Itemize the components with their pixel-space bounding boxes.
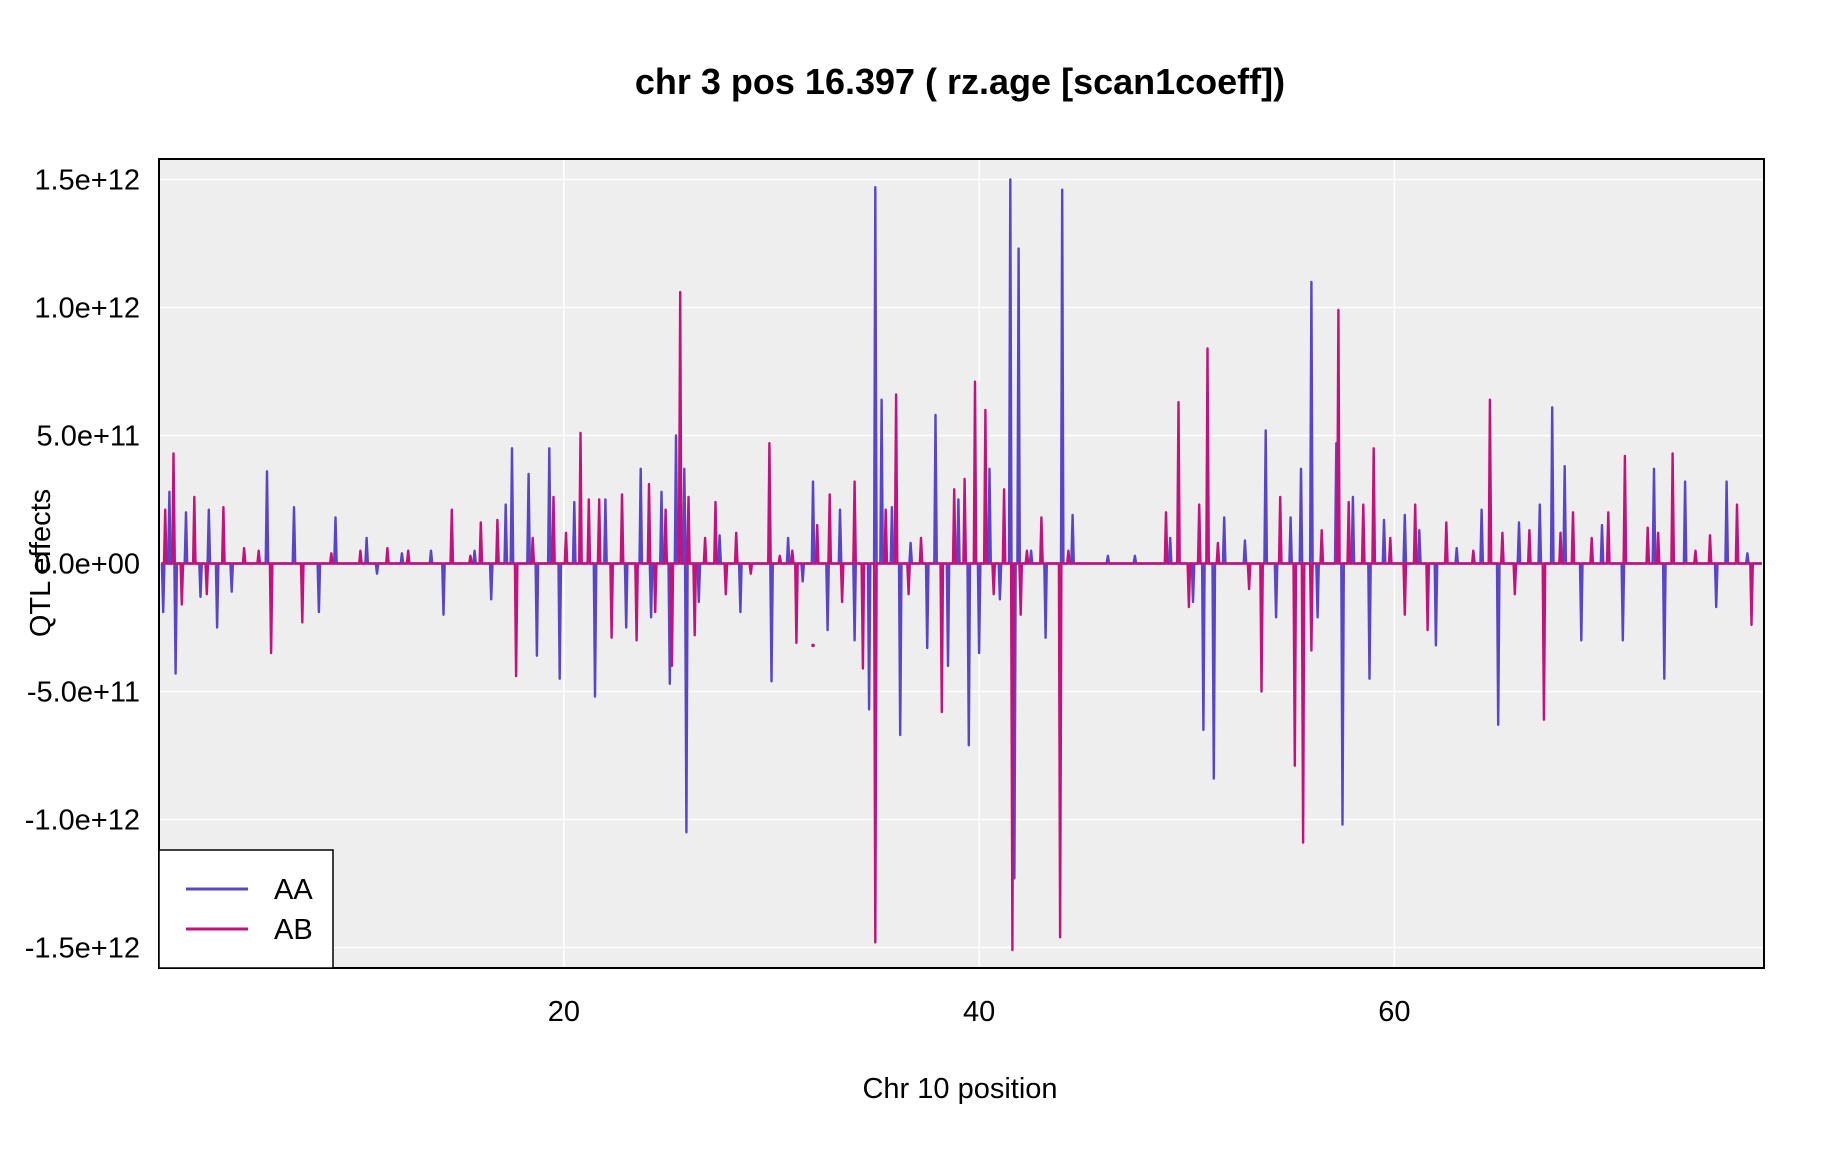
plot-frame	[158, 158, 1765, 969]
legend-box	[158, 849, 334, 969]
y-tick-label: 1.0e+12	[34, 292, 140, 324]
series-line-ab	[161, 290, 1762, 952]
x-axis-ticks: 20 40 60	[548, 996, 1411, 1028]
x-tick-label: 40	[963, 996, 995, 1028]
x-axis-label: Chr 10 position	[862, 1073, 1057, 1105]
y-tick-label: -1.5e+12	[25, 933, 140, 965]
chart-title: chr 3 pos 16.397 ( rz.age [scan1coeff])	[635, 61, 1285, 102]
data-point	[811, 643, 815, 648]
x-tick-label: 60	[1378, 996, 1410, 1028]
legend-label-aa: AA	[274, 874, 313, 906]
y-tick-label: -1.0e+12	[25, 805, 140, 837]
y-tick-label: 0.0e+00	[34, 549, 140, 581]
series-lines	[160, 178, 1762, 952]
legend: AA AB	[158, 849, 334, 969]
y-tick-label: 5.0e+11	[37, 420, 140, 452]
y-axis-ticks: -1.5e+12 -1.0e+12 -5.0e+11 0.0e+00 5.0e+11 1.…	[25, 164, 140, 964]
x-tick-label: 20	[548, 996, 580, 1028]
y-tick-label: 1.5e+12	[34, 164, 140, 196]
y-axis-label: QTL effects	[25, 489, 57, 637]
y-tick-label: -5.0e+11	[27, 677, 140, 709]
series-line-aa	[160, 178, 1762, 880]
legend-label-ab: AB	[274, 914, 313, 946]
